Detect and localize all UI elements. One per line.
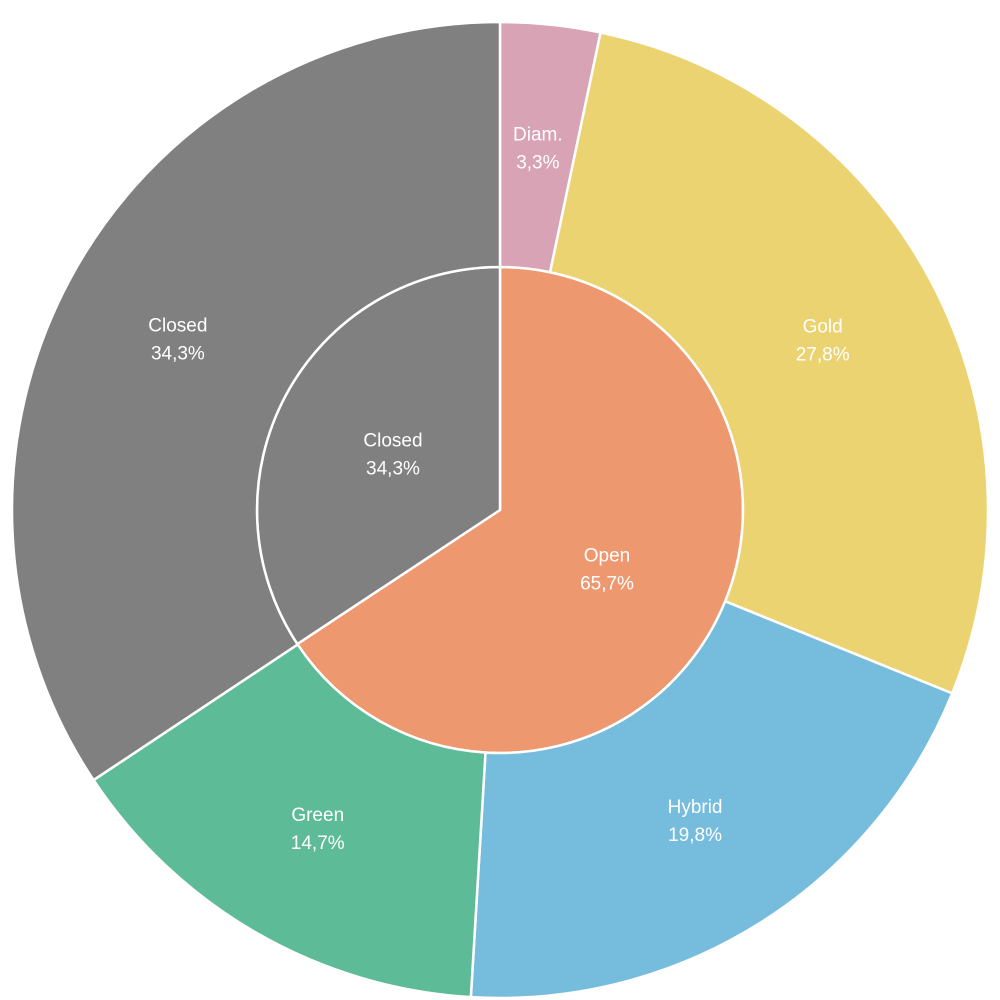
outer-value-hybrid: 19,8% [668,825,722,846]
inner-label-closed: Closed [363,430,422,451]
outer-slice-green[interactable] [91,642,487,999]
outer-slice-closed[interactable] [10,20,502,782]
outer-label-diam: Diam. [513,124,563,145]
outer-label-closed: Closed [148,315,207,336]
outer-value-gold: 27,8% [796,344,850,365]
outer-value-diam: 3,3% [516,152,559,173]
inner-value-closed: 34,3% [366,458,420,479]
inner-value-open: 65,7% [580,574,634,595]
outer-label-gold: Gold [803,316,843,337]
inner-label-open: Open [584,546,630,567]
outer-slice-hybrid[interactable] [469,599,954,1000]
outer-slice-gold[interactable] [548,30,990,696]
outer-label-green: Green [291,805,344,826]
outer-value-closed: 34,3% [151,343,205,364]
outer-value-green: 14,7% [291,833,345,854]
outer-label-hybrid: Hybrid [668,797,723,818]
